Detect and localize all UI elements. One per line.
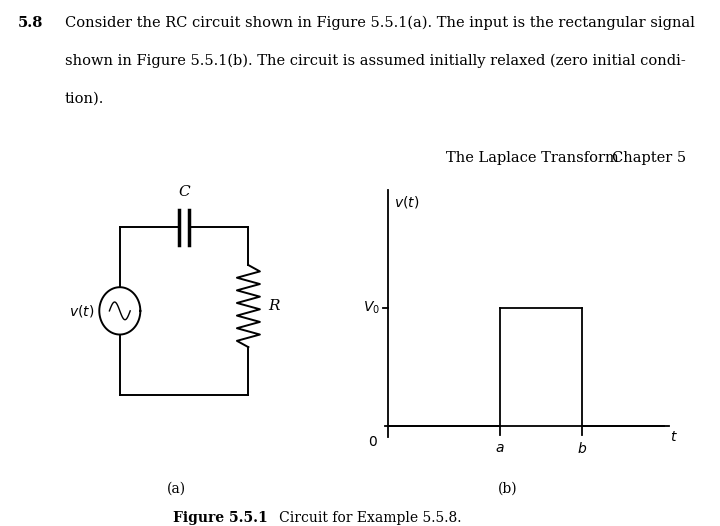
Text: $a$: $a$ [495,441,505,455]
Text: (b): (b) [498,481,518,495]
Text: 5.8: 5.8 [18,16,43,30]
Text: tion).: tion). [65,91,104,105]
Text: Figure 5.5.1: Figure 5.5.1 [173,511,268,524]
Text: $v(t)$: $v(t)$ [68,303,94,319]
Text: R: R [268,299,279,313]
Text: Circuit for Example 5.5.8.: Circuit for Example 5.5.8. [266,511,462,524]
Text: Chapter 5: Chapter 5 [612,151,686,165]
Text: (a): (a) [167,481,186,495]
Text: shown in Figure 5.5.1(b). The circuit is assumed initially relaxed (zero initial: shown in Figure 5.5.1(b). The circuit is… [65,54,685,68]
Text: C: C [179,185,190,199]
Text: The Laplace Transform: The Laplace Transform [446,151,619,165]
Text: $t$: $t$ [670,430,678,444]
Text: $b$: $b$ [577,441,587,456]
Text: $0$: $0$ [368,435,377,449]
Text: $v(t)$: $v(t)$ [394,194,419,210]
Text: Consider the RC circuit shown in Figure 5.5.1(a). The input is the rectangular s: Consider the RC circuit shown in Figure … [65,16,695,31]
Text: $V_0$: $V_0$ [363,300,380,317]
